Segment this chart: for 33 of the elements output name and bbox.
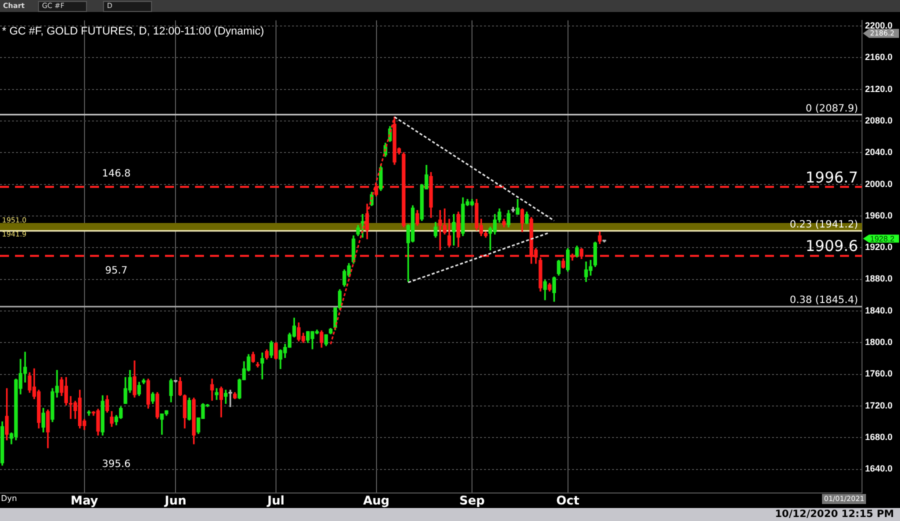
ref-line-label: 0.23 (1941.2) [790,219,858,230]
y-tick-label: 1880.0 [865,274,893,284]
y-tick-label: 2120.0 [865,84,893,94]
y-tick-label: 1920.0 [865,242,893,252]
annotation: 146.8 [102,168,131,180]
x-tick-label: Sep [459,493,486,508]
annotation: 95.7 [105,265,128,276]
y-tick-label: 2200.0 [865,20,893,30]
y-tick-label: 1960.0 [865,210,893,220]
y-tick-label: 1680.0 [865,432,893,442]
ref-line-label: 0 (2087.9) [806,103,858,114]
y-tick-label: 2000.0 [865,178,893,189]
y-tick-label: 2160.0 [865,52,893,62]
text: 1928.2 [870,234,896,244]
y-tick-label: 1840.0 [865,305,893,316]
x-tick-label: Jul [266,493,284,508]
x-tick-label: Oct [556,493,580,508]
ref-line-label: 1909.6 [806,237,858,256]
y-tick-label: 2080.0 [865,115,893,126]
x-tick-label: May [70,493,98,508]
text: Dyn [1,494,17,503]
x-tick-label: Jun [164,493,186,508]
y-tick-label: 1720.0 [865,400,893,410]
ref-line-label: 0.38 (1845.4) [790,295,858,306]
annotation: 395.6 [102,459,131,470]
text: 10/12/2020 12:15 PM [774,508,894,521]
y-tick-label: 1760.0 [865,368,893,379]
chart-title: * GC #F, GOLD FUTURES, D, 12:00-11:00 (Dynamic) [2,25,264,38]
ref-line-label: 1996.7 [806,168,858,186]
y-tick-label: 1640.0 [865,464,893,474]
y-tick-label: 1800.0 [865,337,893,348]
y-tick-label: 2040.0 [865,147,893,158]
x-tick-label: Aug [363,493,390,508]
